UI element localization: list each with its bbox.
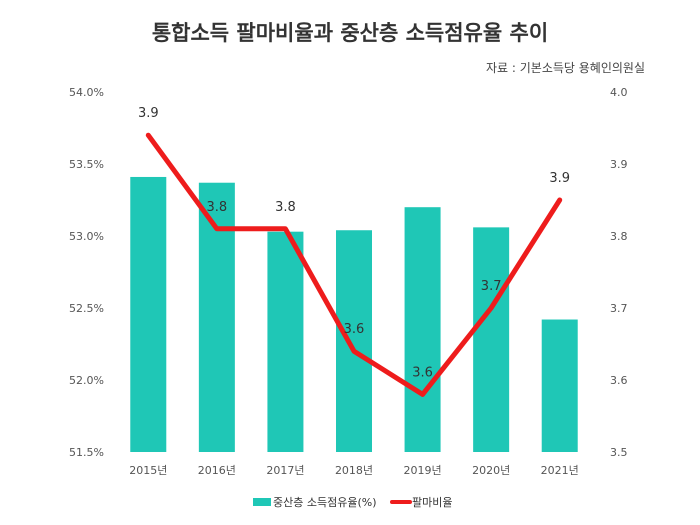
data-label: 3.8: [207, 200, 228, 215]
right-tick-label: 3.5: [610, 446, 628, 459]
x-tick-label: 2021년: [541, 464, 579, 477]
bar: [267, 231, 304, 452]
data-label: 3.8: [275, 200, 296, 215]
data-labels: 3.9 3.8 3.8 3.6 3.6 3.7 3.9: [138, 106, 570, 380]
legend-label-bar: 중산층 소득점유율(%): [273, 496, 377, 509]
bar: [473, 227, 510, 452]
x-tick-label: 2016년: [198, 464, 236, 477]
line-series: [145, 132, 563, 397]
bar: [404, 207, 441, 452]
left-tick-label: 53.5%: [69, 158, 104, 171]
data-label: 3.9: [138, 106, 159, 121]
bar: [198, 182, 235, 452]
x-tick-label: 2015년: [129, 464, 167, 477]
legend-swatch-bar: [253, 498, 271, 506]
bar-series: [130, 176, 578, 452]
legend: 중산층 소득점유율(%) 팔마비율: [253, 496, 452, 509]
x-axis: 2015년 2016년 2017년 2018년 2019년 2020년 2021년: [129, 464, 579, 477]
left-tick-label: 54.0%: [69, 86, 104, 99]
x-tick-label: 2018년: [335, 464, 373, 477]
left-axis: 51.5% 52.0% 52.5% 53.0% 53.5% 54.0%: [69, 86, 104, 459]
bar: [336, 230, 372, 452]
data-label: 3.7: [481, 279, 502, 294]
data-label: 3.6: [412, 365, 433, 380]
right-axis: 3.5 3.6 3.7 3.8 3.9 4.0: [610, 86, 628, 459]
chart-source: 자료 : 기본소득당 용혜인의원실: [486, 61, 645, 75]
left-tick-label: 53.0%: [69, 230, 104, 243]
x-tick-label: 2017년: [266, 464, 304, 477]
legend-label-line: 팔마비율: [412, 496, 452, 509]
chart-title: 통합소득 팔마비율과 중산층 소득점유율 추이: [152, 21, 548, 45]
left-tick-label: 52.0%: [69, 374, 104, 387]
right-tick-label: 3.8: [610, 230, 628, 243]
left-tick-label: 51.5%: [69, 446, 104, 459]
bar: [541, 319, 578, 452]
left-tick-label: 52.5%: [69, 302, 104, 315]
right-tick-label: 3.9: [610, 158, 628, 171]
x-tick-label: 2020년: [472, 464, 510, 477]
data-label: 3.9: [549, 171, 570, 186]
right-tick-label: 4.0: [610, 86, 628, 99]
legend-swatch-line: [390, 500, 412, 504]
data-label: 3.6: [344, 322, 365, 337]
x-tick-label: 2019년: [404, 464, 442, 477]
right-tick-label: 3.6: [610, 374, 628, 387]
bar: [130, 176, 167, 452]
right-tick-label: 3.7: [610, 302, 628, 315]
